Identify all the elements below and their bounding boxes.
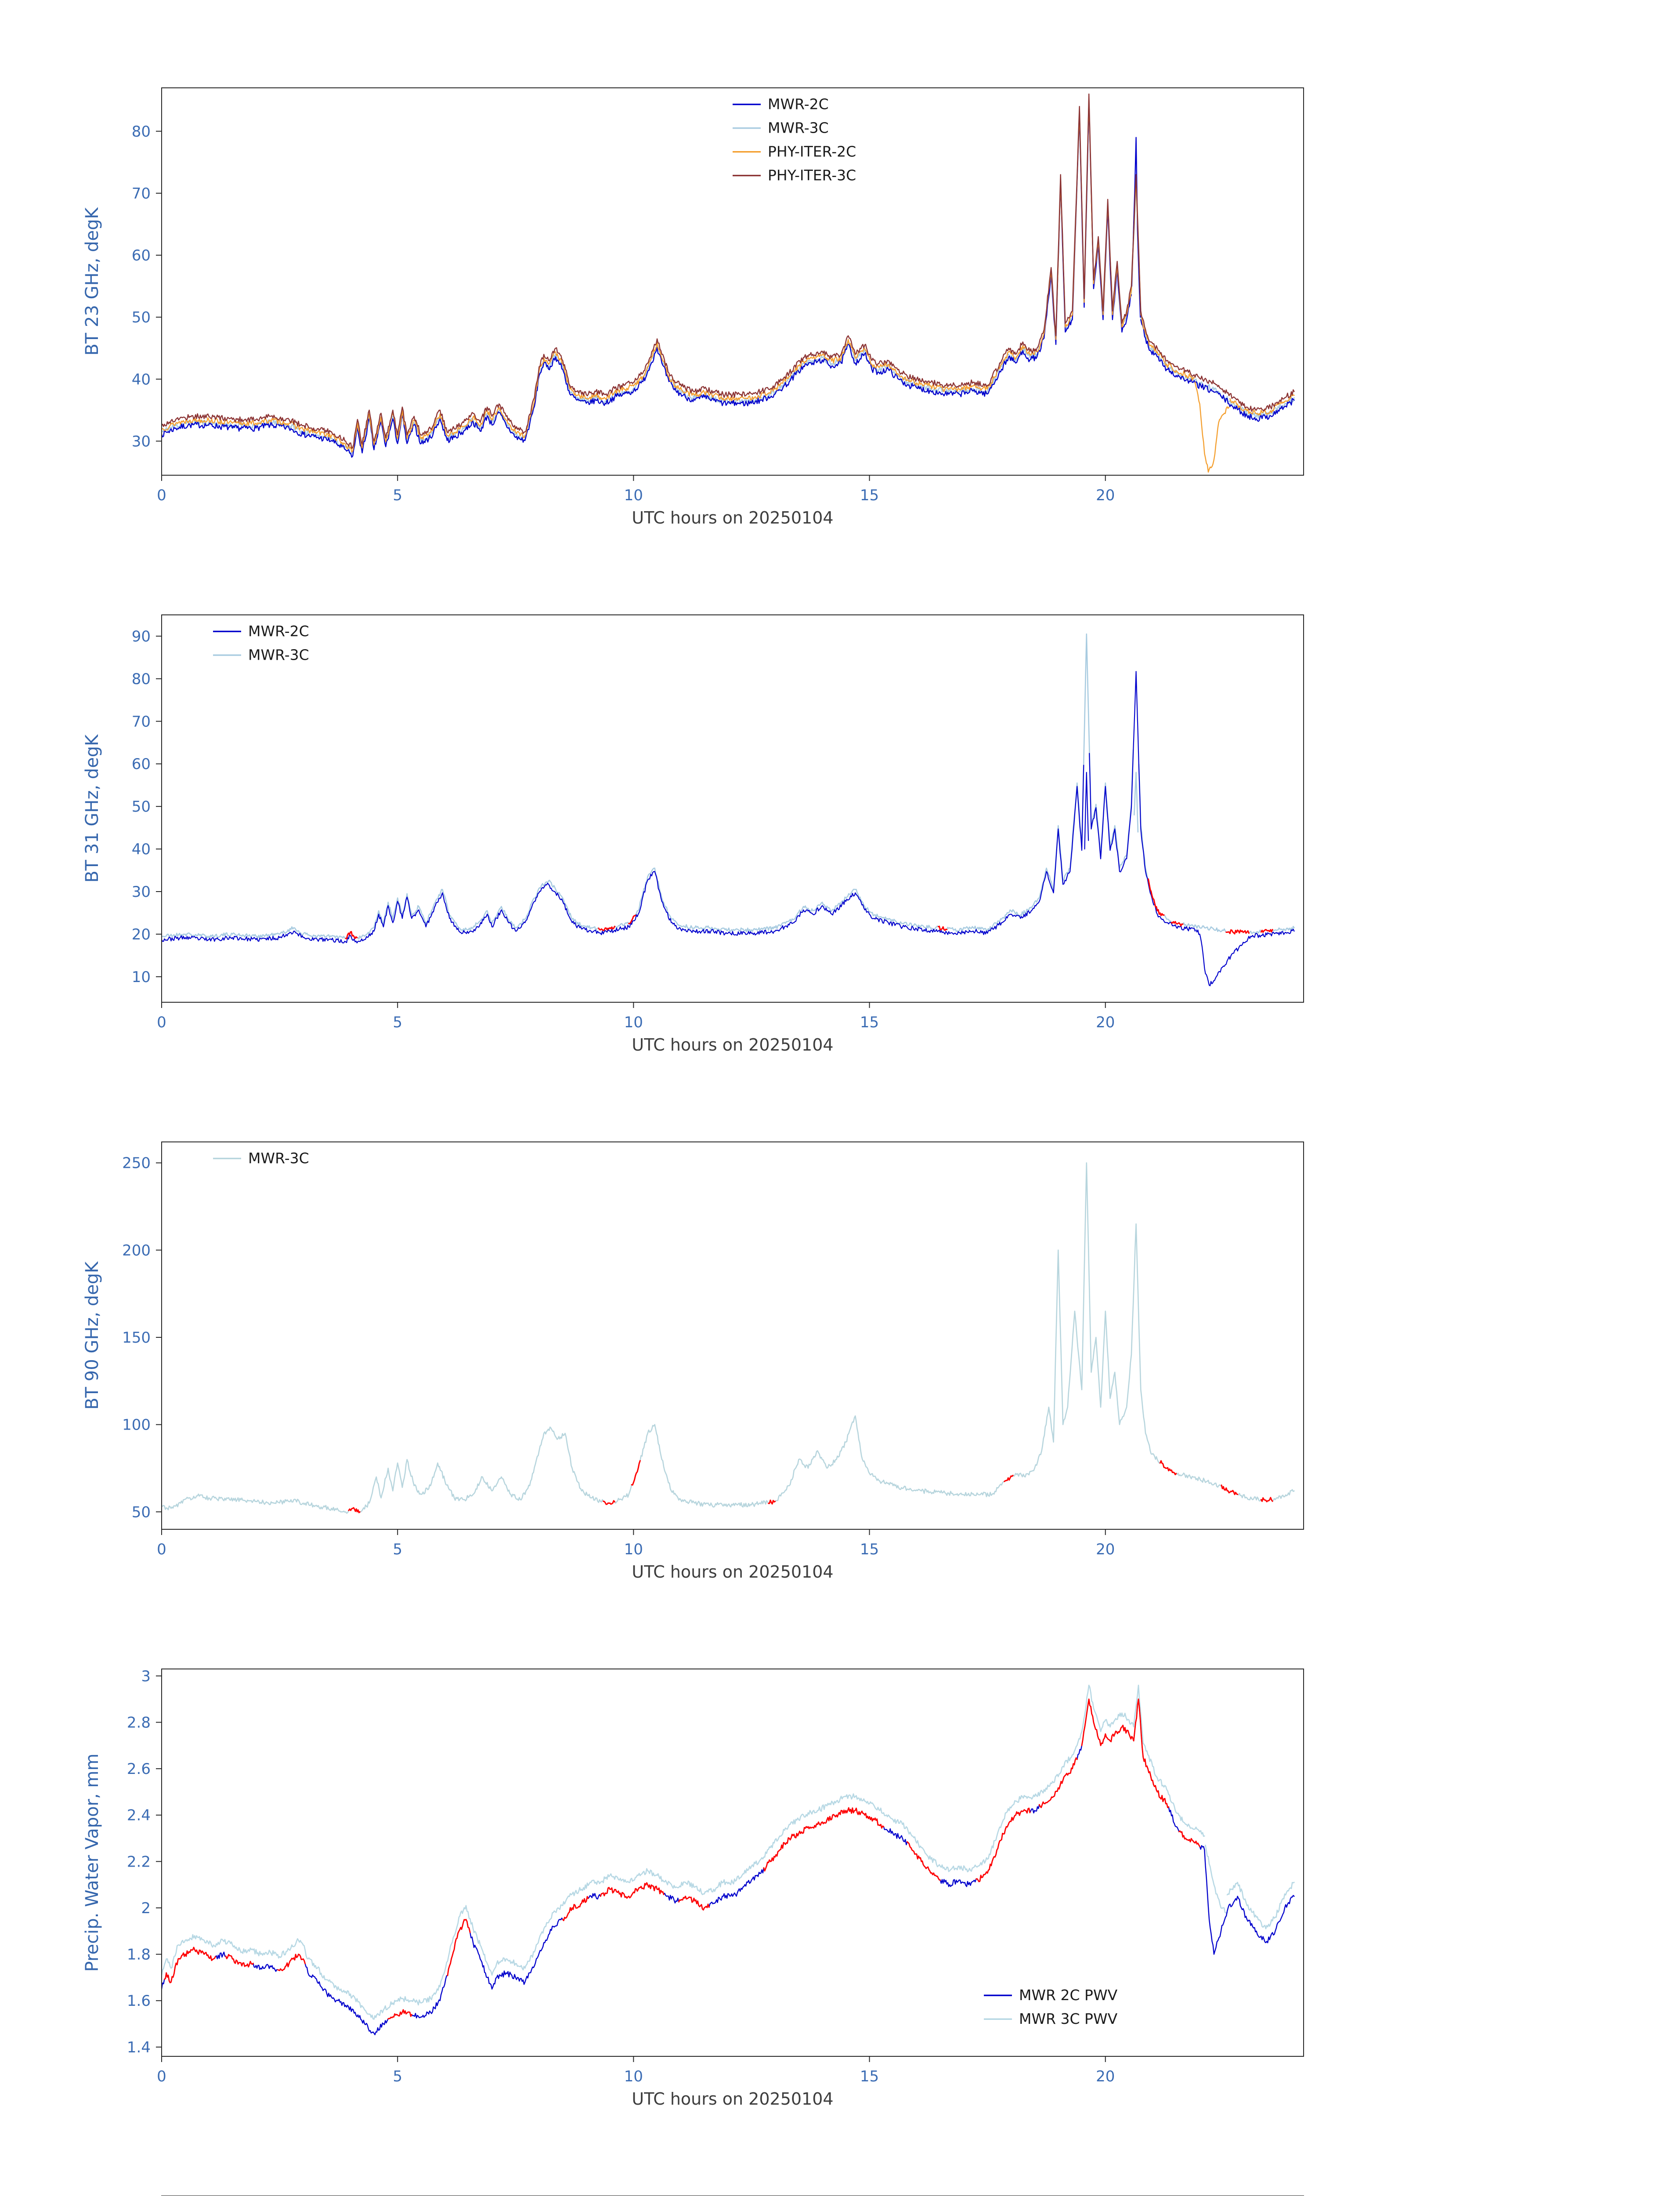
- series-phy-iter-2c: [162, 97, 1295, 473]
- y-tick-label: 60: [132, 247, 151, 264]
- x-tick-label: 0: [157, 1541, 166, 1558]
- legend: MWR-3C: [213, 1150, 309, 1167]
- bt23-plot-svg: 0 5 10 15 20 30 40 50 60 70 80 UTC hours on 2025010…: [82, 87, 1304, 527]
- x-tick-label: 5: [393, 487, 402, 504]
- legend-label: MWR-2C: [248, 623, 309, 640]
- y-tick-label: 2.4: [127, 1807, 151, 1824]
- legend: MWR 2C PWV MWR 3C PWV: [984, 1987, 1118, 2027]
- series-mwr-2c-pwv: [162, 1698, 1295, 2036]
- x-tick-label: 5: [393, 1014, 402, 1031]
- y-tick-label: 2.8: [127, 1714, 151, 1731]
- x-tick-label: 20: [1096, 1541, 1115, 1558]
- y-tick-label: 40: [132, 371, 151, 388]
- legend-label: PHY-ITER-2C: [768, 143, 856, 160]
- y-tick-label: 30: [132, 433, 151, 450]
- y-tick-label: 60: [132, 755, 151, 773]
- y-tick-label: 20: [132, 926, 151, 943]
- y-tick-label: 1.8: [127, 1946, 151, 1964]
- y-tick-label: 70: [132, 713, 151, 730]
- y-tick-label: 50: [132, 309, 151, 326]
- legend-label: MWR 3C PWV: [1019, 2010, 1118, 2027]
- legend-label: MWR 2C PWV: [1019, 1987, 1118, 2004]
- x-axis-label: UTC hours on 20250104: [632, 2089, 833, 2108]
- x-tick-label: 10: [624, 1014, 643, 1031]
- plot-box: [161, 1141, 1304, 1530]
- series-mwr-3c-pwv: [162, 1684, 1295, 2020]
- pwv-plot-svg: 0 5 10 15 20 1.4 1.6 1.8 2 2.2 2.4 2.6 2.8 3 UTC hours…: [82, 1668, 1304, 2108]
- bt31-plot-svg: 0 5 10 15 20 10 20 30 40 50 60 70 80 90 UTC hours on 2…: [82, 614, 1304, 1054]
- x-tick-label: 20: [1096, 487, 1115, 504]
- chart-bt-31ghz: 0 5 10 15 20 10 20 30 40 50 60 70 80 90 UTC hours on 2…: [0, 527, 1680, 1054]
- y-tick-label: 40: [132, 841, 151, 858]
- x-axis-label: UTC hours on 20250104: [632, 508, 833, 527]
- y-tick-label: 50: [132, 798, 151, 816]
- series-flagged: [163, 1698, 1201, 2020]
- x-tick-label: 10: [624, 2068, 643, 2085]
- legend-label: MWR-3C: [248, 1150, 309, 1167]
- legend-label: PHY-ITER-3C: [768, 167, 856, 184]
- x-tick-label: 20: [1096, 2068, 1115, 2085]
- y-tick-label: 3: [141, 1668, 151, 1685]
- series-mwr-2c: [162, 102, 1295, 458]
- plot-box: [161, 87, 1304, 476]
- y-tick-label: 2.6: [127, 1760, 151, 1778]
- y-tick-label: 50: [132, 1503, 151, 1521]
- x-tick-label: 0: [157, 487, 166, 504]
- chart-precip-water-vapor: 0 5 10 15 20 1.4 1.6 1.8 2 2.2 2.4 2.6 2.8 3 UTC hours…: [0, 1581, 1680, 2108]
- x-axis-label: UTC hours on 20250104: [632, 1035, 833, 1054]
- x-tick-label: 0: [157, 2068, 166, 2085]
- plot-box: [161, 1669, 1304, 2057]
- series-phy-iter-3c: [162, 93, 1295, 449]
- bt90-plot-svg: 0 5 10 15 20 50 100 150 200 250 UTC hours on 20250…: [82, 1141, 1304, 1581]
- y-tick-label: 10: [132, 968, 151, 986]
- y-tick-label: 30: [132, 883, 151, 901]
- y-tick-label: 1.6: [127, 1992, 151, 2010]
- x-tick-label: 15: [860, 487, 879, 504]
- y-tick-label: 80: [132, 123, 151, 141]
- chart-bt-23ghz: 0 5 10 15 20 30 40 50 60 70 80 UTC hours on 2025010…: [0, 0, 1680, 527]
- x-tick-label: 15: [860, 1541, 879, 1558]
- legend: MWR-2C MWR-3C: [213, 623, 309, 664]
- y-axis-label: BT 31 GHz, degK: [82, 734, 102, 883]
- chart-bt-90ghz: 0 5 10 15 20 50 100 150 200 250 UTC hours on 20250…: [0, 1054, 1680, 1581]
- series-mwr-3c: [162, 1162, 1295, 1514]
- plot-box: [161, 614, 1304, 1003]
- legend-label: MWR-2C: [768, 96, 829, 113]
- x-tick-label: 5: [393, 2068, 402, 2085]
- legend-label: MWR-3C: [768, 119, 829, 137]
- x-tick-label: 15: [860, 1014, 879, 1031]
- y-tick-label: 100: [122, 1416, 151, 1434]
- chart-liquid-water-path: 0510152000.511.522.53UTC hours on 202501…: [0, 2108, 1680, 2196]
- lwp-plot-svg: 0510152000.511.522.53UTC hours on 202501…: [0, 2108, 1680, 2196]
- x-axis-label: UTC hours on 20250104: [632, 1562, 833, 1581]
- y-tick-label: 70: [132, 185, 151, 202]
- y-tick-label: 150: [122, 1329, 151, 1347]
- x-tick-label: 10: [624, 1541, 643, 1558]
- y-tick-label: 1.4: [127, 2039, 151, 2056]
- y-tick-label: 80: [132, 670, 151, 688]
- y-axis-label: BT 23 GHz, degK: [82, 207, 102, 356]
- y-tick-label: 90: [132, 628, 151, 645]
- series-mwr-3c: [162, 633, 1295, 940]
- series-flagged: [348, 1460, 1273, 1513]
- y-axis-label: BT 90 GHz, degK: [82, 1261, 102, 1410]
- y-tick-label: 250: [122, 1155, 151, 1172]
- series-flagged: [345, 878, 1273, 939]
- x-tick-label: 20: [1096, 1014, 1115, 1031]
- x-tick-label: 5: [393, 1541, 402, 1558]
- y-axis-label: Precip. Water Vapor, mm: [82, 1754, 102, 1972]
- series-mwr-2c: [162, 671, 1295, 986]
- legend: MWR-2C MWR-3C PHY-ITER-2C PHY-ITER-3C: [733, 96, 856, 184]
- x-tick-label: 0: [157, 1014, 166, 1031]
- x-tick-label: 10: [624, 487, 643, 504]
- x-tick-label: 15: [860, 2068, 879, 2085]
- y-tick-label: 200: [122, 1242, 151, 1259]
- series-mwr-3c: [162, 99, 1295, 455]
- y-tick-label: 2.2: [127, 1853, 151, 1871]
- y-tick-label: 2: [141, 1900, 151, 1917]
- legend-label: MWR-3C: [248, 647, 309, 664]
